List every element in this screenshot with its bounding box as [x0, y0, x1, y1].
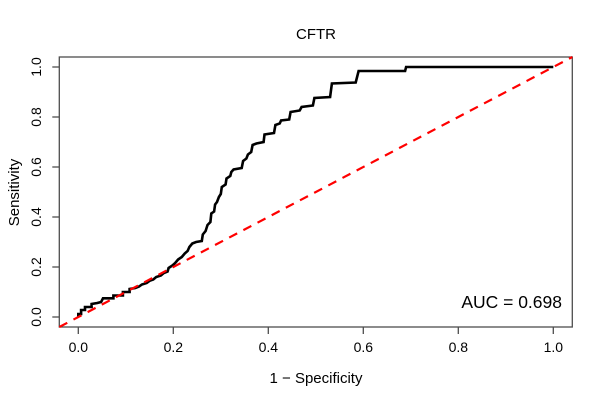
chance-diagonal-line [58, 56, 573, 328]
y-tick-label: 0.2 [28, 257, 44, 277]
x-axis-label: 1 − Specificity [269, 370, 363, 387]
x-tick-label: 0.8 [449, 339, 469, 355]
chart-title: CFTR [296, 26, 336, 43]
y-tick-label: 0.8 [28, 107, 44, 127]
x-tick-label: 0.0 [69, 339, 89, 355]
y-tick-label: 0.0 [28, 307, 44, 327]
x-tick-label: 0.6 [354, 339, 374, 355]
roc-curve-line [77, 65, 554, 317]
y-axis-label: Sensitivity [6, 158, 23, 227]
x-tick-label: 1.0 [544, 339, 564, 355]
plot-box [58, 56, 573, 328]
y-tick-label: 0.6 [28, 157, 44, 177]
auc-value-annotation: AUC = 0.698 [461, 292, 562, 312]
y-tick-label: 1.0 [28, 57, 44, 77]
x-tick-label: 0.2 [164, 339, 184, 355]
x-tick-label: 0.4 [259, 339, 279, 355]
y-tick-label: 0.4 [28, 207, 44, 227]
